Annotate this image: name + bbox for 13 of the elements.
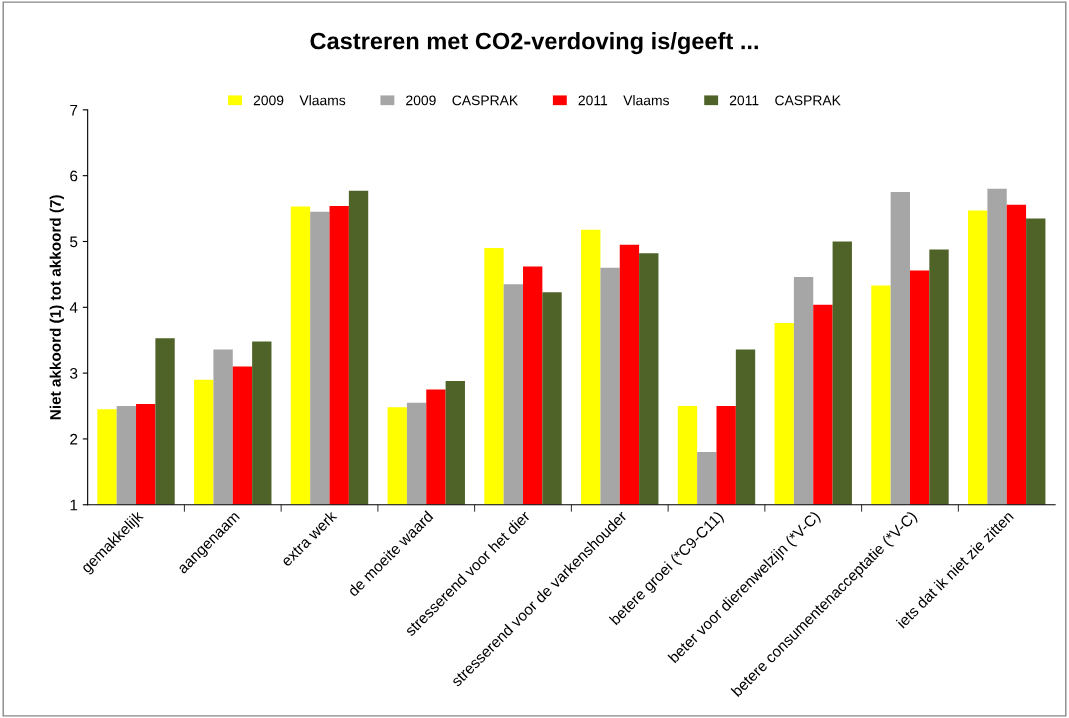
legend-label: 2011 Vlaams bbox=[578, 95, 669, 106]
y-tick-label: 6 bbox=[70, 170, 78, 182]
y-tick-label: 1 bbox=[70, 499, 78, 511]
y-tick-label: 4 bbox=[69, 302, 78, 313]
y-tick-label: 7 bbox=[70, 104, 78, 116]
chart-title: Castreren met CO2-verdoving is/geeft ... bbox=[310, 32, 758, 55]
y-tick-label: 2 bbox=[70, 433, 78, 445]
y-axis-title: Niet akkoord (1) tot akkoord (7) bbox=[49, 195, 64, 420]
y-tick-label: 5 bbox=[70, 236, 78, 248]
legend-label: 2011 CASPRAK bbox=[729, 95, 841, 106]
legend-label: 2009 CASPRAK bbox=[406, 95, 519, 106]
y-tick-label: 3 bbox=[70, 367, 78, 379]
legend-label: 2009 Vlaams bbox=[253, 95, 346, 106]
